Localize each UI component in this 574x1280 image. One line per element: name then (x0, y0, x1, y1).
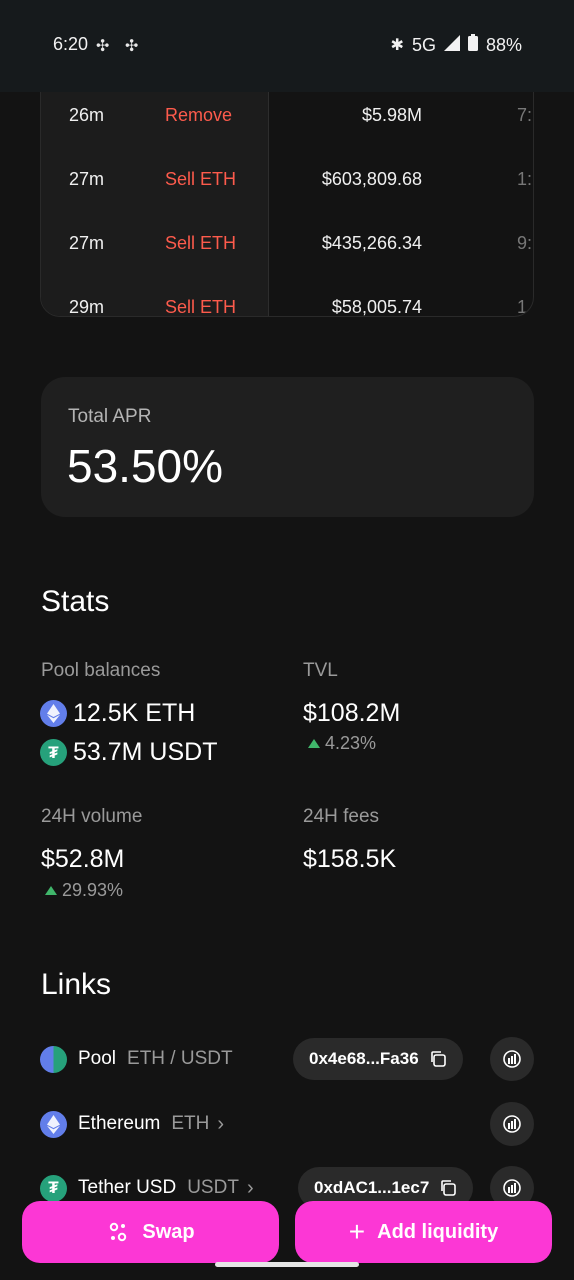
total-apr-card: Total APR 53.50% (41, 377, 534, 517)
pool-explorer-button[interactable] (490, 1037, 534, 1081)
tx-extra: 1: (517, 169, 533, 189)
bluetooth-icon: ✱ (390, 37, 404, 54)
table-row[interactable]: 27m Sell ETH $603,809.68 1: (41, 169, 533, 233)
status-time: 6:20 (53, 34, 89, 54)
link-symbol: ETH (171, 1113, 210, 1134)
network-type: 5G (411, 34, 436, 55)
tx-time: 26m (69, 105, 105, 125)
link-symbol: USDT (187, 1177, 239, 1198)
tx-time: 29m (69, 297, 105, 317)
tvl-change: 4.23% (308, 733, 376, 754)
tx-type: Remove (165, 105, 233, 125)
links-title: Links (41, 968, 112, 1001)
add-liquidity-label: Add liquidity (377, 1220, 499, 1243)
table-row[interactable]: 29m Sell ETH $58,005.74 1 (41, 297, 533, 317)
tx-amount: $5.98M (361, 105, 422, 125)
link-name: Ethereum (78, 1113, 161, 1134)
link-name: Pool (78, 1048, 117, 1069)
explorer-icon (503, 1050, 521, 1068)
pool-address-copy-button[interactable]: 0x4e68...Fa36 (293, 1038, 463, 1080)
ethereum-explorer-button[interactable] (490, 1102, 534, 1146)
stats-title: Stats (41, 585, 110, 618)
tvl-label: TVL (303, 660, 338, 681)
fees-value: $158.5K (303, 845, 397, 873)
chevron-right-icon: › (246, 1176, 254, 1199)
table-row[interactable]: 26m Remove $5.98M 7: (41, 105, 533, 169)
balance-eth: 12.5K ETH (40, 699, 195, 728)
copy-icon (441, 1180, 457, 1196)
volume-change-value: 29.93% (62, 880, 124, 900)
balance-usdt: ₮ 53.7M USDT (40, 738, 217, 767)
ethereum-icon (40, 1110, 67, 1138)
home-indicator[interactable] (215, 1262, 359, 1267)
tvl-value: $108.2M (303, 699, 401, 727)
notification-icon-2: ✣ (125, 38, 139, 55)
apr-value: 53.50% (67, 440, 224, 492)
tx-amount: $58,005.74 (331, 297, 422, 317)
balance-eth-value: 12.5K ETH (73, 699, 196, 727)
tx-extra: 7: (517, 105, 533, 125)
link-row-pool[interactable]: Pool ETH / USDT 0x4e68...Fa36 (40, 1037, 534, 1081)
ethereum-icon (40, 700, 67, 727)
status-indicators: ✱ 5G 88% (391, 34, 522, 56)
fees-label: 24H fees (303, 806, 380, 827)
link-symbol: ETH / USDT (127, 1048, 233, 1069)
apr-label: Total APR (68, 406, 152, 427)
battery-percent: 88% (485, 34, 522, 55)
copy-icon (430, 1051, 446, 1067)
tx-extra: 9: (517, 233, 533, 253)
tx-type: Sell ETH (165, 169, 237, 189)
pool-token-icon (40, 1045, 67, 1073)
tx-extra: 1 (517, 297, 528, 317)
pool-balances-label: Pool balances (41, 660, 161, 681)
chevron-right-icon: › (217, 1112, 225, 1135)
transactions-table[interactable]: 26m Remove $5.98M 7: 27m Sell ETH $603,8… (40, 60, 534, 317)
table-row[interactable]: 27m Sell ETH $435,266.34 9: (41, 233, 533, 297)
balance-usdt-value: 53.7M USDT (73, 738, 218, 766)
plus-icon: + (348, 1216, 366, 1247)
add-liquidity-button[interactable]: + Add liquidity (295, 1201, 552, 1263)
tx-time: 27m (69, 169, 105, 189)
link-row-ethereum[interactable]: Ethereum ETH › (40, 1102, 534, 1146)
tx-amount: $435,266.34 (321, 233, 422, 253)
pool-address: 0x4e68...Fa36 (309, 1049, 419, 1068)
swap-label: Swap (142, 1220, 195, 1243)
volume-value: $52.8M (41, 845, 125, 873)
explorer-icon (503, 1179, 521, 1197)
link-name: Tether USD (78, 1177, 177, 1198)
battery-icon (467, 34, 478, 56)
up-arrow-icon (45, 886, 57, 895)
tether-icon: ₮ (40, 739, 67, 766)
volume-change: 29.93% (45, 880, 123, 901)
status-bar: 6:20 ✣ ✣ ✱ 5G 88% (0, 0, 574, 92)
signal-icon (443, 34, 460, 56)
volume-label: 24H volume (41, 806, 143, 827)
tvl-change-value: 4.23% (325, 733, 377, 753)
tx-time: 27m (69, 233, 105, 253)
tx-type: Sell ETH (165, 297, 237, 317)
tether-icon: ₮ (40, 1174, 67, 1202)
tx-type: Sell ETH (165, 233, 237, 253)
up-arrow-icon (308, 739, 320, 748)
swap-icon (110, 1222, 127, 1242)
explorer-icon (503, 1115, 521, 1133)
tether-address: 0xdAC1...1ec7 (314, 1178, 430, 1197)
swap-button[interactable]: Swap (22, 1201, 279, 1263)
notification-icon: ✣ (96, 38, 110, 55)
transactions-fixed-column (41, 61, 269, 316)
tx-amount: $603,809.68 (321, 169, 422, 189)
